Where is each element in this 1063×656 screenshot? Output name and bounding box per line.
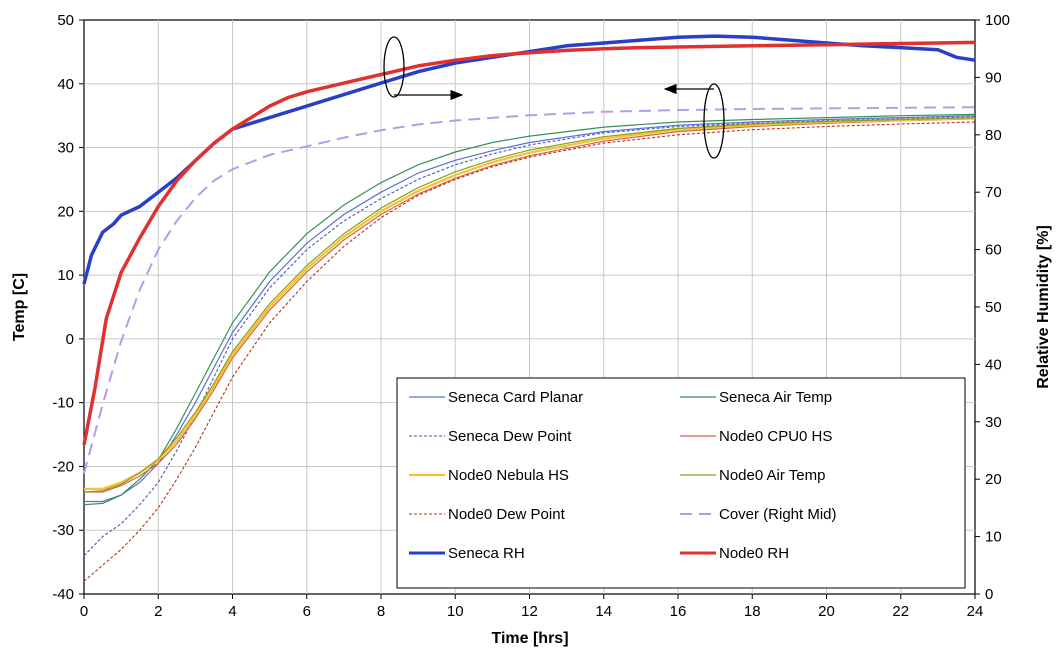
legend-label-node0-nebula-hs: Node0 Nebula HS: [448, 467, 569, 484]
series-node0-rh-line: [82, 40, 976, 446]
series-cover-right-mid-line: [83, 106, 976, 474]
y2-tick-label: 30: [985, 414, 1002, 431]
x-tick-label: 20: [818, 603, 835, 620]
y-tick-label: -20: [52, 458, 74, 475]
y2-axis-label: Relative Humidity [%]: [1035, 225, 1052, 389]
series-seneca-rh-line: [82, 34, 976, 285]
y-tick-label: 20: [57, 203, 74, 220]
y-tick-label: 30: [57, 140, 74, 157]
x-tick-label: 0: [80, 603, 88, 620]
y2-tick-label: 80: [985, 127, 1002, 144]
y2-tick-label: 90: [985, 69, 1002, 86]
y2-tick-label: 0: [985, 586, 993, 603]
series-node0-air-temp-line: [83, 117, 976, 493]
x-tick-label: 18: [744, 603, 761, 620]
y2-tick-label: 70: [985, 184, 1002, 201]
legend: Seneca Card Planar Seneca Air Temp Seneca …: [396, 377, 966, 589]
y2-tick-label: 10: [985, 529, 1002, 546]
x-tick-label: 10: [447, 603, 464, 620]
tick-labels: 0 2 4 6 8 10 12 14 16 18 20 22 2450403020100-10-20-3…: [52, 12, 1010, 620]
series-seneca-air-temp-line: [83, 113, 976, 506]
y2-tick-label: 40: [985, 356, 1002, 373]
x-tick-label: 22: [892, 603, 909, 620]
legend-label-seneca-air-temp: Seneca Air Temp: [719, 389, 832, 406]
series-seneca-card-planar-line: [84, 115, 976, 503]
x-tick-label: 24: [967, 603, 984, 620]
x-tick-label: 4: [228, 603, 236, 620]
y-tick-label: -10: [52, 395, 74, 412]
rh-group-ellipse: [383, 36, 405, 98]
series-node0-dew-point-line: [83, 121, 976, 582]
temp-group-ellipse: [703, 83, 725, 159]
legend-label-node0-air-temp: Node0 Air Temp: [719, 467, 825, 484]
x-tick-label: 6: [303, 603, 311, 620]
legend-label-seneca-rh: Seneca RH: [448, 545, 525, 562]
annotations: [383, 36, 725, 159]
legend-label-seneca-dew-point: Seneca Dew Point: [448, 428, 572, 445]
y-tick-label: 0: [66, 331, 74, 348]
y2-tick-label: 20: [985, 471, 1002, 488]
y2-tick-label: 60: [985, 242, 1002, 259]
x-tick-label: 16: [670, 603, 687, 620]
y2-tick-label: 100: [985, 12, 1010, 29]
series-node0-nebula-hs-line: [84, 117, 976, 490]
x-tick-label: 14: [595, 603, 612, 620]
y-tick-label: -30: [52, 522, 74, 539]
y-tick-label: -40: [52, 586, 74, 603]
legend-label-node0-dew-point: Node0 Dew Point: [448, 506, 566, 523]
legend-label-node0-cpu0-hs: Node0 CPU0 HS: [719, 428, 832, 445]
legend-label-node0-rh: Node0 RH: [719, 545, 789, 562]
y-tick-label: 50: [57, 12, 74, 29]
y2-tick-label: 50: [985, 299, 1002, 316]
x-axis-label: Time [hrs]: [491, 630, 568, 647]
series-seneca-dew-point-line: [83, 116, 976, 557]
legend-label-cover-right-mid: Cover (Right Mid): [719, 506, 837, 523]
series-node0-cpu0-hs-line: [84, 118, 976, 493]
series-lines: [82, 34, 976, 582]
x-tick-label: 12: [521, 603, 538, 620]
x-tick-label: 8: [377, 603, 385, 620]
y-axis-label: Temp [C]: [11, 273, 28, 341]
y-tick-label: 40: [57, 76, 74, 93]
legend-label-seneca-card-planar: Seneca Card Planar: [448, 389, 583, 406]
x-tick-label: 2: [154, 603, 162, 620]
y-tick-label: 10: [57, 267, 74, 284]
